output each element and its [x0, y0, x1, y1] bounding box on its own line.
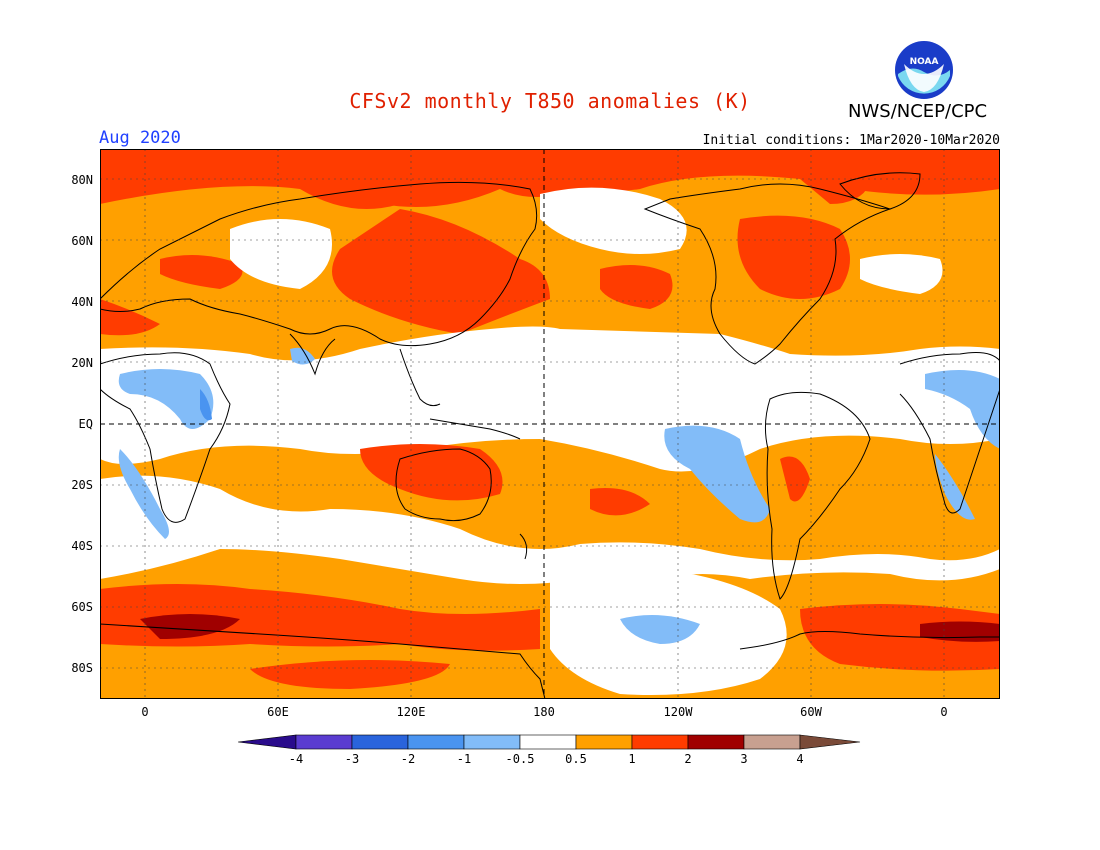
lon-label: 0 — [141, 705, 149, 719]
anomaly-map — [100, 149, 1000, 699]
colorbar-label: 4 — [796, 752, 804, 766]
lat-label: 20N — [71, 356, 93, 370]
lat-label: 80N — [71, 173, 93, 187]
chart-title: CFSv2 monthly T850 anomalies (K) — [349, 89, 751, 113]
colorbar-label: 0.5 — [565, 752, 587, 766]
coastlines — [100, 172, 1000, 699]
colorbar-label: 1 — [628, 752, 636, 766]
colorbar-segment — [519, 734, 577, 750]
lat-label: 80S — [71, 661, 93, 675]
colorbar-label: -1 — [456, 752, 472, 766]
initial-conditions: Initial conditions: 1Mar2020-10Mar2020 — [702, 133, 1000, 148]
colorbar-segment — [631, 734, 689, 750]
colorbar-segment — [463, 734, 521, 750]
lon-label: 0 — [940, 705, 948, 719]
colorbar-segment — [799, 734, 861, 750]
colorbar-segment — [575, 734, 633, 750]
lon-label: 60E — [267, 705, 289, 719]
agency-label: NWS/NCEP/CPC — [848, 101, 988, 122]
lat-label: 40S — [71, 539, 93, 553]
noaa-logo: NOAA — [895, 41, 953, 99]
lon-label: 180 — [533, 705, 555, 719]
graticule — [100, 149, 1000, 699]
colorbar-label: -2 — [400, 752, 416, 766]
forecast-month: Aug 2020 — [99, 128, 181, 148]
lat-label: EQ — [78, 417, 93, 431]
map-frame — [100, 149, 1000, 699]
lat-label: 60S — [71, 600, 93, 614]
colorbar-segment — [238, 734, 297, 750]
colorbar-segment — [687, 734, 745, 750]
colorbar-label: 3 — [740, 752, 748, 766]
lat-label: 40N — [71, 295, 93, 309]
colorbar — [238, 734, 861, 750]
lat-label: 20S — [71, 478, 93, 492]
lon-label: 60W — [800, 705, 822, 719]
lon-label: 120W — [663, 705, 693, 719]
colorbar-label: -3 — [344, 752, 360, 766]
svg-text:NOAA: NOAA — [910, 57, 939, 67]
colorbar-label: -4 — [288, 752, 304, 766]
colorbar-segment — [351, 734, 409, 750]
colorbar-segment — [295, 734, 353, 750]
colorbar-segment — [407, 734, 465, 750]
lon-label: 120E — [396, 705, 426, 719]
colorbar-segment — [743, 734, 801, 750]
colorbar-label: 2 — [684, 752, 692, 766]
colorbar-label: -0.5 — [505, 752, 535, 766]
lat-label: 60N — [71, 234, 93, 248]
